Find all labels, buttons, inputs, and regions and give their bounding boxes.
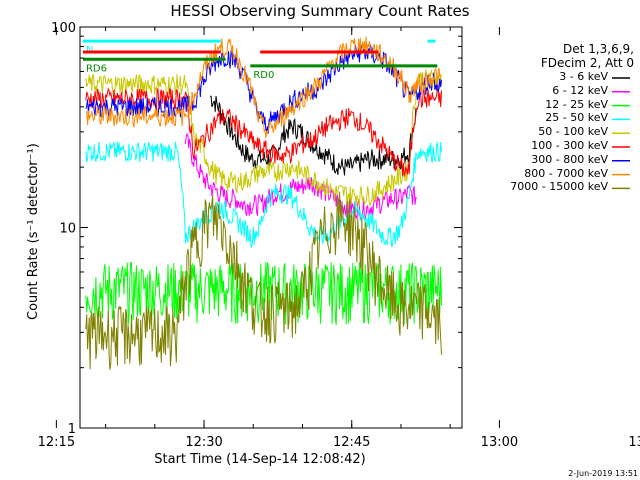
series-line-5: [85, 86, 442, 178]
x-tick-label-4: 13:15: [628, 435, 640, 450]
legend-entry-5: 100 - 300 keV: [531, 139, 608, 152]
x-tick-label-0: 12:15: [38, 435, 75, 450]
y-axis-label: Count Rate (s⁻¹ detector⁻¹): [26, 143, 41, 320]
series-line-3: [85, 141, 442, 249]
legend-entry-7: 800 - 7000 keV: [524, 166, 608, 180]
legend-entry-4: 50 - 100 keV: [538, 125, 608, 139]
x-tick-label-2: 12:45: [333, 435, 370, 450]
series-line-0: [209, 95, 418, 176]
generated-timestamp: 2-Jun-2019 13:51: [568, 469, 638, 478]
flag-label-1: RD6: [86, 63, 107, 74]
legend-entry-8: 7000 - 15000 keV: [510, 180, 608, 194]
legend-entry-2: 12 - 25 keV: [545, 97, 608, 111]
flag-label-2: RD0: [253, 70, 274, 81]
legend-entry-1: 6 - 12 keV: [552, 83, 608, 97]
info-line-decimation: FDecim 2, Att 0: [540, 56, 634, 70]
x-tick-label-3: 13:00: [481, 435, 518, 450]
series-line-4: [85, 69, 442, 207]
legend-entry-0: 3 - 6 keV: [559, 70, 608, 83]
chart-title: HESSI Observing Summary Count Rates: [170, 2, 470, 20]
x-tick-label-1: 12:30: [185, 435, 222, 450]
series-line-8: [85, 191, 442, 370]
y-tick-label-2: 100: [51, 21, 76, 36]
series-line-1: [184, 132, 418, 220]
series-line-2: [85, 261, 442, 326]
legend-entry-6: 300 - 800 keV: [531, 152, 608, 166]
info-line-detectors: Det 1,3,6,9,: [563, 42, 634, 56]
y-tick-label-1: 10: [59, 222, 76, 237]
legend-entry-3: 25 - 50 keV: [545, 111, 608, 125]
series-line-7: [85, 36, 442, 139]
x-axis-label: Start Time (14-Sep-14 12:08:42): [154, 452, 366, 467]
y-tick-label-0: 1: [68, 422, 76, 437]
